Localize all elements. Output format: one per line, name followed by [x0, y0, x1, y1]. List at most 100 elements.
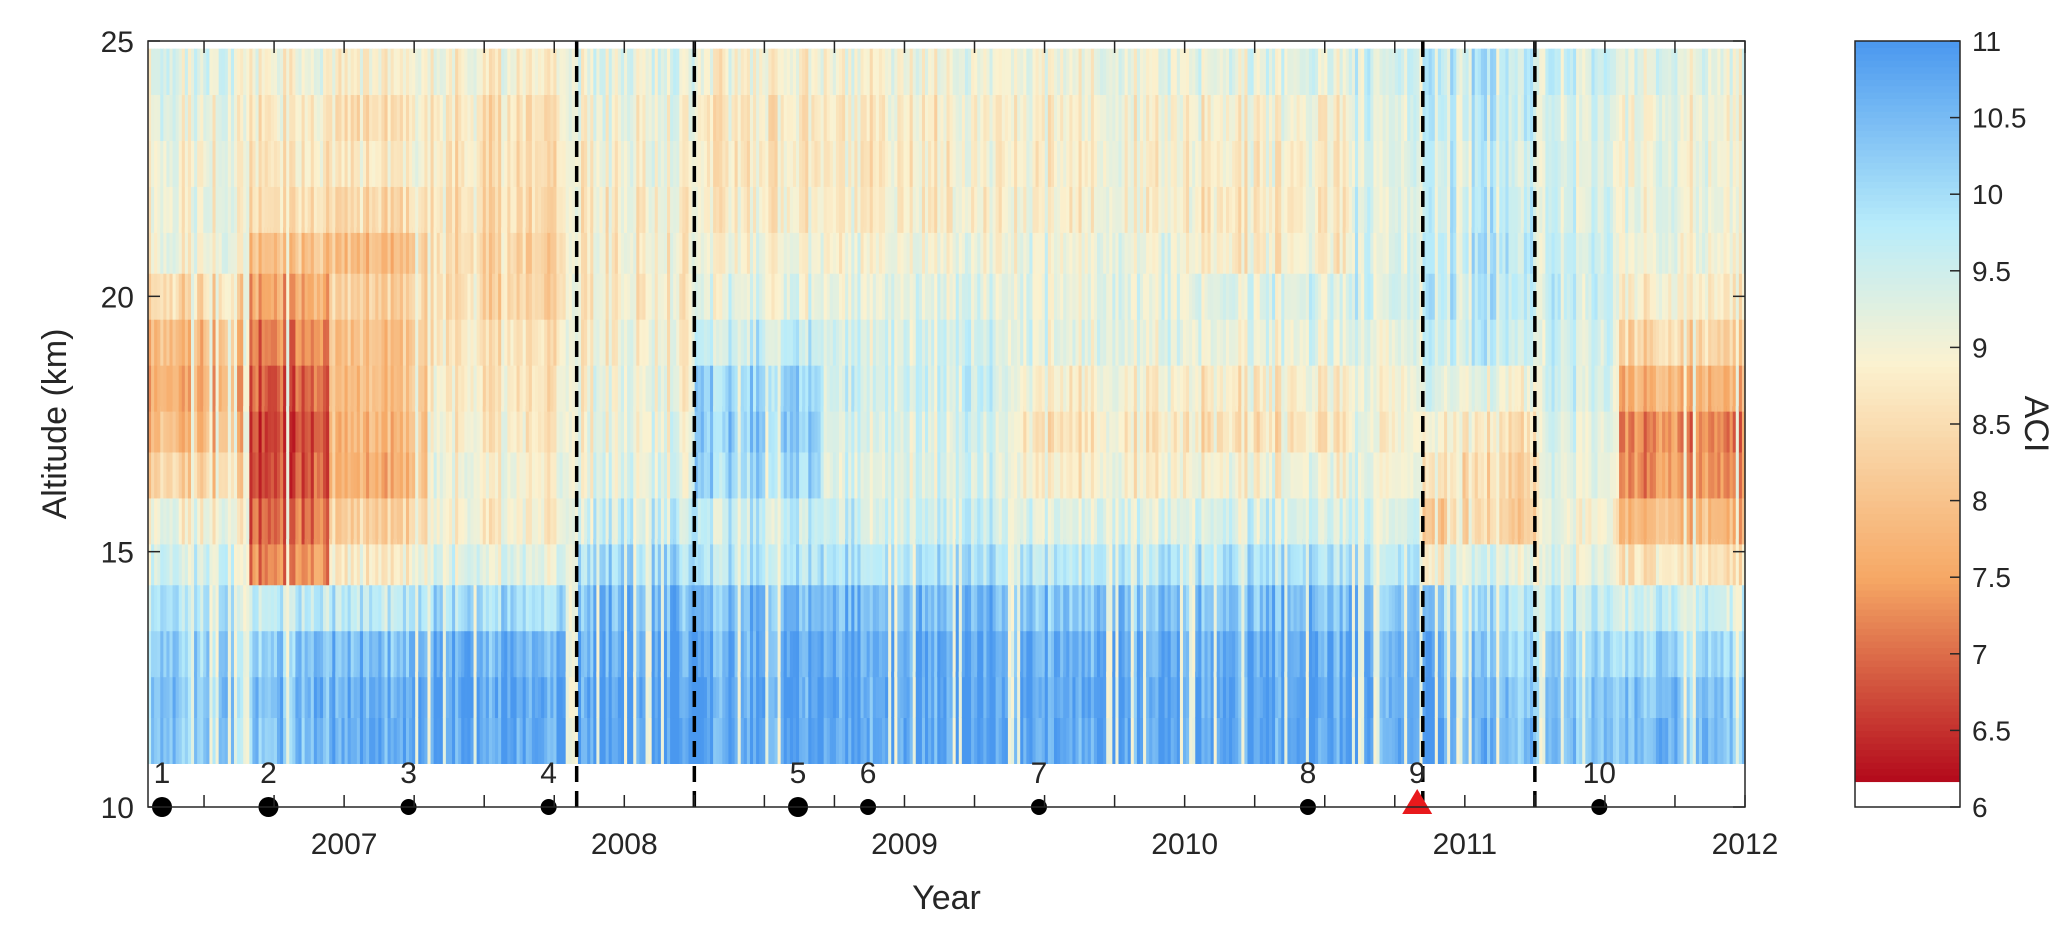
- heatmap-cell: [203, 630, 207, 678]
- heatmap-cell: [384, 365, 389, 412]
- heatmap-cell: [700, 140, 705, 187]
- heatmap-cell: [504, 319, 508, 366]
- heatmap-cell: [983, 48, 988, 96]
- heatmap-cell: [749, 140, 754, 187]
- heatmap-cell: [694, 186, 699, 233]
- heatmap-cell: [691, 365, 696, 412]
- heatmap-cell: [596, 538, 601, 586]
- heatmap-cell: [445, 584, 450, 632]
- heatmap-cell: [756, 140, 760, 187]
- heatmap-cell: [839, 406, 843, 453]
- heatmap-cell: [872, 671, 877, 719]
- heatmap-cell: [667, 319, 671, 366]
- heatmap-cell: [937, 365, 941, 412]
- heatmap-cell: [900, 227, 905, 274]
- heatmap-cell: [737, 584, 742, 632]
- heatmap-cell: [169, 94, 174, 141]
- heatmap-cell: [617, 452, 622, 499]
- heatmap-cell: [1084, 319, 1089, 366]
- heatmap-cell: [209, 498, 214, 545]
- heatmap-cell: [243, 717, 247, 764]
- heatmap-cell: [209, 140, 214, 187]
- heatmap-cell: [366, 452, 370, 499]
- heatmap-cell: [931, 671, 935, 719]
- heatmap-cell: [620, 140, 625, 187]
- heatmap-cell: [421, 717, 425, 764]
- heatmap-cell: [897, 671, 902, 719]
- heatmap-cell: [596, 273, 601, 320]
- heatmap-cell: [172, 48, 177, 96]
- heatmap-cell: [541, 584, 545, 632]
- heatmap-cell: [885, 406, 889, 453]
- heatmap-cell: [882, 406, 886, 453]
- heatmap-cell: [1038, 227, 1043, 274]
- heatmap-cell: [952, 452, 957, 499]
- heatmap-cell: [749, 717, 754, 764]
- heatmap-cell: [703, 186, 708, 233]
- heatmap-cell: [233, 94, 238, 141]
- heatmap-cell: [498, 227, 502, 274]
- heatmap-cell: [473, 452, 478, 499]
- heatmap-cell: [224, 227, 229, 274]
- heatmap-cell: [921, 140, 926, 187]
- heatmap-cell: [765, 227, 769, 274]
- heatmap-cell: [946, 273, 951, 320]
- heatmap-cell: [316, 48, 321, 96]
- heatmap-cell: [983, 452, 988, 499]
- heatmap-cell: [842, 227, 846, 274]
- heatmap-cell: [998, 452, 1003, 499]
- heatmap-cell: [415, 227, 419, 274]
- heatmap-cell: [237, 319, 241, 366]
- heatmap-cell: [154, 452, 158, 499]
- heatmap-cell: [722, 48, 726, 96]
- heatmap-cell: [928, 630, 932, 678]
- heatmap-cell: [344, 319, 349, 366]
- heatmap-cell: [1047, 365, 1052, 412]
- heatmap-cell: [734, 48, 739, 96]
- heatmap-cell: [986, 717, 991, 764]
- heatmap-cell: [759, 498, 763, 545]
- heatmap-cell: [448, 406, 453, 453]
- heatmap-cell: [528, 406, 533, 453]
- heatmap-cell: [252, 498, 257, 545]
- heatmap-cell: [602, 538, 607, 586]
- heatmap-cell: [1066, 452, 1070, 499]
- heatmap-cell: [473, 319, 478, 366]
- heatmap-cell: [734, 538, 739, 586]
- heatmap-cell: [633, 671, 637, 719]
- heatmap-cell: [436, 365, 441, 412]
- heatmap-cell: [645, 498, 650, 545]
- heatmap-cell: [955, 48, 960, 96]
- heatmap-cell: [608, 319, 613, 366]
- heatmap-cell: [485, 584, 490, 632]
- heatmap-cell: [749, 365, 754, 412]
- heatmap-cell: [550, 94, 554, 141]
- heatmap-cell: [191, 406, 195, 453]
- heatmap-cell: [949, 94, 954, 141]
- heatmap-cell: [1001, 94, 1006, 141]
- heatmap-cell: [169, 584, 174, 632]
- heatmap-cell: [995, 365, 1000, 412]
- heatmap-cell: [375, 406, 379, 453]
- heatmap-cell: [534, 186, 539, 233]
- heatmap-cell: [160, 538, 164, 586]
- heatmap-cell: [356, 273, 361, 320]
- heatmap-cell: [651, 584, 656, 632]
- heatmap-cell: [227, 48, 232, 96]
- heatmap-cell: [614, 671, 619, 719]
- heatmap-cell: [992, 538, 997, 586]
- heatmap-cell: [433, 186, 438, 233]
- heatmap-cell: [728, 538, 733, 586]
- heatmap-cell: [992, 498, 997, 545]
- heatmap-cell: [1060, 630, 1064, 678]
- heatmap-cell: [1029, 452, 1034, 499]
- heatmap-cell: [1066, 365, 1070, 412]
- heatmap-cell: [931, 140, 935, 187]
- heatmap-cell: [488, 227, 493, 274]
- heatmap-cell: [845, 630, 849, 678]
- heatmap-cell: [1060, 671, 1064, 719]
- heatmap-cell: [292, 319, 297, 366]
- heatmap-cell: [163, 452, 168, 499]
- heatmap-cell: [206, 498, 211, 545]
- heatmap-cell: [412, 498, 416, 545]
